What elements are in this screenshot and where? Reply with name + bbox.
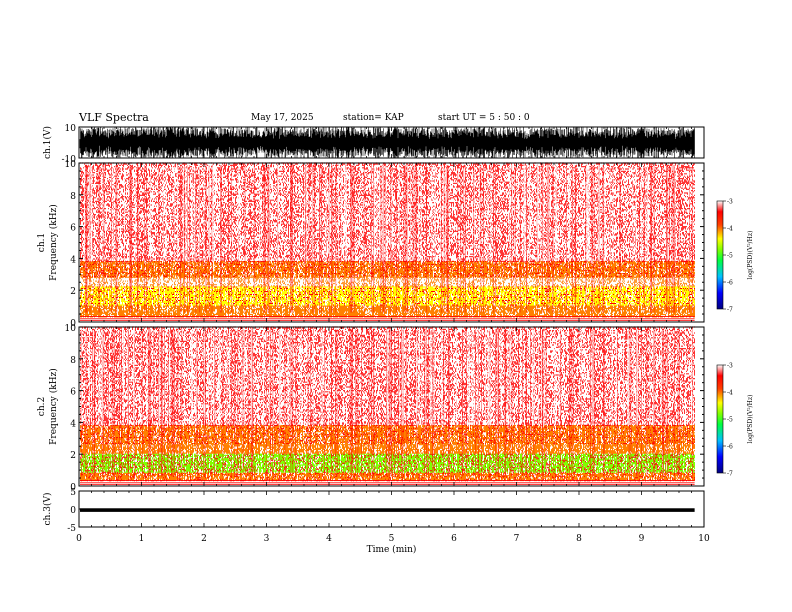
colorbar xyxy=(716,200,724,310)
x-tick-label: 9 xyxy=(639,534,645,544)
x-tick-label: 7 xyxy=(514,534,520,544)
colorbar-tick-label: -5 xyxy=(727,417,733,424)
colorbar-tick-label: -3 xyxy=(727,363,733,370)
colorbar-tick-label: -6 xyxy=(727,280,733,287)
x-tick-label: 6 xyxy=(451,534,457,544)
spectrogram-ylabel-frequency: Frequency (kHz) xyxy=(48,368,59,445)
colorbar-tick-label: -4 xyxy=(727,390,733,397)
spectrogram-ytick-label: 0 xyxy=(70,319,76,329)
x-tick-label: 2 xyxy=(201,534,207,544)
colorbar xyxy=(716,364,724,474)
x-tick-label: 10 xyxy=(698,534,710,544)
spectrogram-ytick-label: 6 xyxy=(70,388,76,398)
x-axis-label: Time (min) xyxy=(367,544,417,555)
colorbar-tick-label: -6 xyxy=(727,444,733,451)
colorbar-tick-label: -5 xyxy=(727,253,733,260)
ch1-waveform-trace xyxy=(79,127,695,158)
start-time-label: start UT = 5 : 50 : 0 xyxy=(438,113,530,123)
station-label: station= KAP xyxy=(343,113,404,123)
colorbar-tick-label: -7 xyxy=(727,471,733,478)
ch3-waveform-ylabel: ch.3(V) xyxy=(42,493,53,526)
spectrogram-ylabel-frequency: Frequency (kHz) xyxy=(48,204,59,281)
spectrogram-ylabel-channel: ch.1 xyxy=(37,233,47,252)
spectrogram-2-image xyxy=(80,326,695,485)
ch3-ytick-label: 0 xyxy=(70,506,76,516)
chart-title: VLF Spectra xyxy=(79,111,149,124)
colorbar-label: log(PSD)(V²/Hz) xyxy=(747,231,754,280)
colorbar-tick-label: -7 xyxy=(727,307,733,314)
x-tick-label: 8 xyxy=(576,534,582,544)
colorbar-label: log(PSD)(V²/Hz) xyxy=(747,395,754,444)
x-tick-label: 3 xyxy=(264,534,270,544)
spectrogram-ytick-label: 10 xyxy=(65,160,77,170)
ch1-waveform-ylabel: ch.1(V) xyxy=(42,126,53,159)
spectrogram-ytick-label: 4 xyxy=(70,419,76,429)
x-tick-label: 0 xyxy=(76,534,82,544)
spectrogram-ytick-label: 0 xyxy=(70,483,76,493)
spectrogram-ytick-label: 4 xyxy=(70,255,76,265)
x-tick-label: 4 xyxy=(326,534,332,544)
spectrogram-1-image xyxy=(80,162,695,321)
spectrogram-ytick-label: 10 xyxy=(65,324,77,334)
spectrogram-gaps xyxy=(81,329,693,426)
spectrogram-ytick-label: 2 xyxy=(70,451,76,461)
colorbar-tick-label: -3 xyxy=(727,199,733,206)
spectrogram-ytick-label: 8 xyxy=(70,192,76,202)
spectrogram-ytick-label: 6 xyxy=(70,224,76,234)
x-tick-label: 1 xyxy=(139,534,145,544)
ch3-waveform-trace xyxy=(80,508,695,512)
spectrogram-gaps xyxy=(84,165,676,262)
ch1-ytick-label: 10 xyxy=(65,124,77,134)
spectrogram-ylabel-channel: ch.2 xyxy=(37,397,47,416)
ch3-ytick-label: 5 xyxy=(70,488,76,498)
x-tick-label: 5 xyxy=(389,534,395,544)
colorbar-tick-label: -4 xyxy=(727,226,733,233)
ch3-ytick-label: -5 xyxy=(67,524,76,534)
spectrogram-ytick-label: 2 xyxy=(70,287,76,297)
spectrogram-band-speckle xyxy=(80,261,695,278)
ch1-ytick-label: -10 xyxy=(62,155,77,165)
spectrogram-ytick-label: 8 xyxy=(70,356,76,366)
recording-date: May 17, 2025 xyxy=(251,113,314,123)
